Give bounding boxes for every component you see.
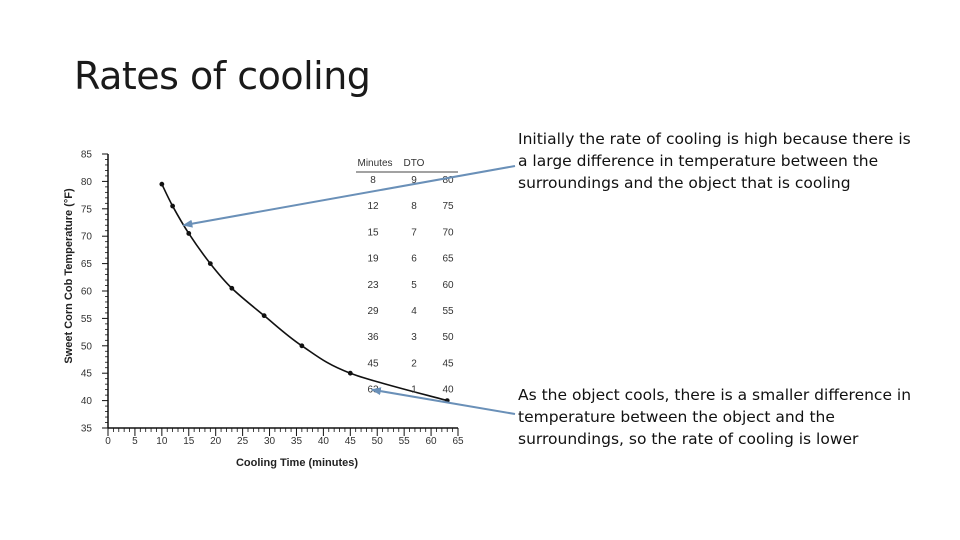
x-tick-label: 60 <box>426 436 438 447</box>
y-axis-label: Sweet Corn Cob Temperature (°F) <box>63 188 75 364</box>
table-cell: 6 <box>411 254 417 265</box>
table-cell: 40 <box>442 385 454 396</box>
y-tick-label: 60 <box>81 287 93 298</box>
data-point <box>207 261 213 266</box>
x-tick-label: 25 <box>237 436 249 447</box>
annotation-note-top: Initially the rate of cooling is high be… <box>518 130 911 192</box>
x-tick-label: 15 <box>183 436 195 447</box>
x-tick-label: 35 <box>291 436 303 447</box>
y-tick-label: 35 <box>81 424 93 435</box>
table-cell: 60 <box>442 280 454 291</box>
table-cell: 65 <box>442 254 454 265</box>
data-point <box>170 203 176 209</box>
y-tick-label: 50 <box>81 341 93 352</box>
y-tick-label: 65 <box>81 259 93 270</box>
annotation-arrow <box>182 165 516 228</box>
table-cell: 75 <box>442 201 454 212</box>
table-cell: 36 <box>367 332 379 343</box>
x-tick-label: 30 <box>264 436 276 447</box>
data-point <box>186 231 192 236</box>
table-cell: 12 <box>367 201 379 212</box>
annotation-note-bottom: As the object cools, there is a smaller … <box>518 386 912 448</box>
table-cell: 8 <box>370 175 376 186</box>
table-cell: 50 <box>442 332 454 343</box>
table-cell: 3 <box>411 332 417 343</box>
annotation-arrow <box>370 387 516 415</box>
table-cell: 4 <box>411 306 417 317</box>
data-point <box>347 370 353 376</box>
y-tick-label: 75 <box>81 204 93 215</box>
table-cell: 8 <box>411 201 417 212</box>
annotation-arrows <box>182 165 516 415</box>
y-tick-label: 40 <box>81 396 93 407</box>
chart-plot <box>159 181 450 403</box>
table-cell: 9 <box>411 175 417 186</box>
x-tick-label: 45 <box>345 436 357 447</box>
table-cell: 70 <box>442 227 454 238</box>
x-tick-label: 10 <box>156 436 168 447</box>
chart-axes <box>107 154 458 429</box>
x-tick-label: 5 <box>132 436 138 447</box>
table-header-dto: DTO <box>404 158 425 169</box>
y-tick-label: 85 <box>81 150 93 161</box>
table-cell: 45 <box>367 358 379 369</box>
data-point <box>159 181 165 187</box>
x-tick-label: 40 <box>318 436 330 447</box>
y-tick-label: 70 <box>81 232 93 243</box>
data-point <box>299 343 305 349</box>
cooling-curve-line <box>161 183 448 402</box>
table-cell: 55 <box>442 306 454 317</box>
table-cell: 29 <box>367 306 379 317</box>
table-cell: 1 <box>411 385 417 396</box>
slide-title: Rates of cooling <box>74 54 371 98</box>
table-cell: 45 <box>442 358 454 369</box>
y-tick-label: 55 <box>81 314 93 325</box>
table-header-minutes: Minutes <box>357 158 392 169</box>
x-axis-label: Cooling Time (minutes) <box>236 457 358 469</box>
table-cell: 23 <box>367 280 379 291</box>
data-point <box>261 313 267 319</box>
x-tick-label: 65 <box>452 436 464 447</box>
table-cell: 15 <box>367 227 379 238</box>
table-cell: 80 <box>442 175 454 186</box>
x-tick-label: 55 <box>399 436 411 447</box>
y-tick-label: 80 <box>81 177 93 188</box>
y-tick-label: 45 <box>81 369 93 380</box>
table-cell: 5 <box>411 280 417 291</box>
table-cell: 19 <box>367 254 379 265</box>
x-tick-label: 0 <box>105 436 111 447</box>
data-point <box>229 285 235 291</box>
x-tick-label: 20 <box>210 436 222 447</box>
x-tick-label: 50 <box>372 436 384 447</box>
table-cell: 2 <box>411 358 417 369</box>
table-cell: 7 <box>411 227 417 238</box>
